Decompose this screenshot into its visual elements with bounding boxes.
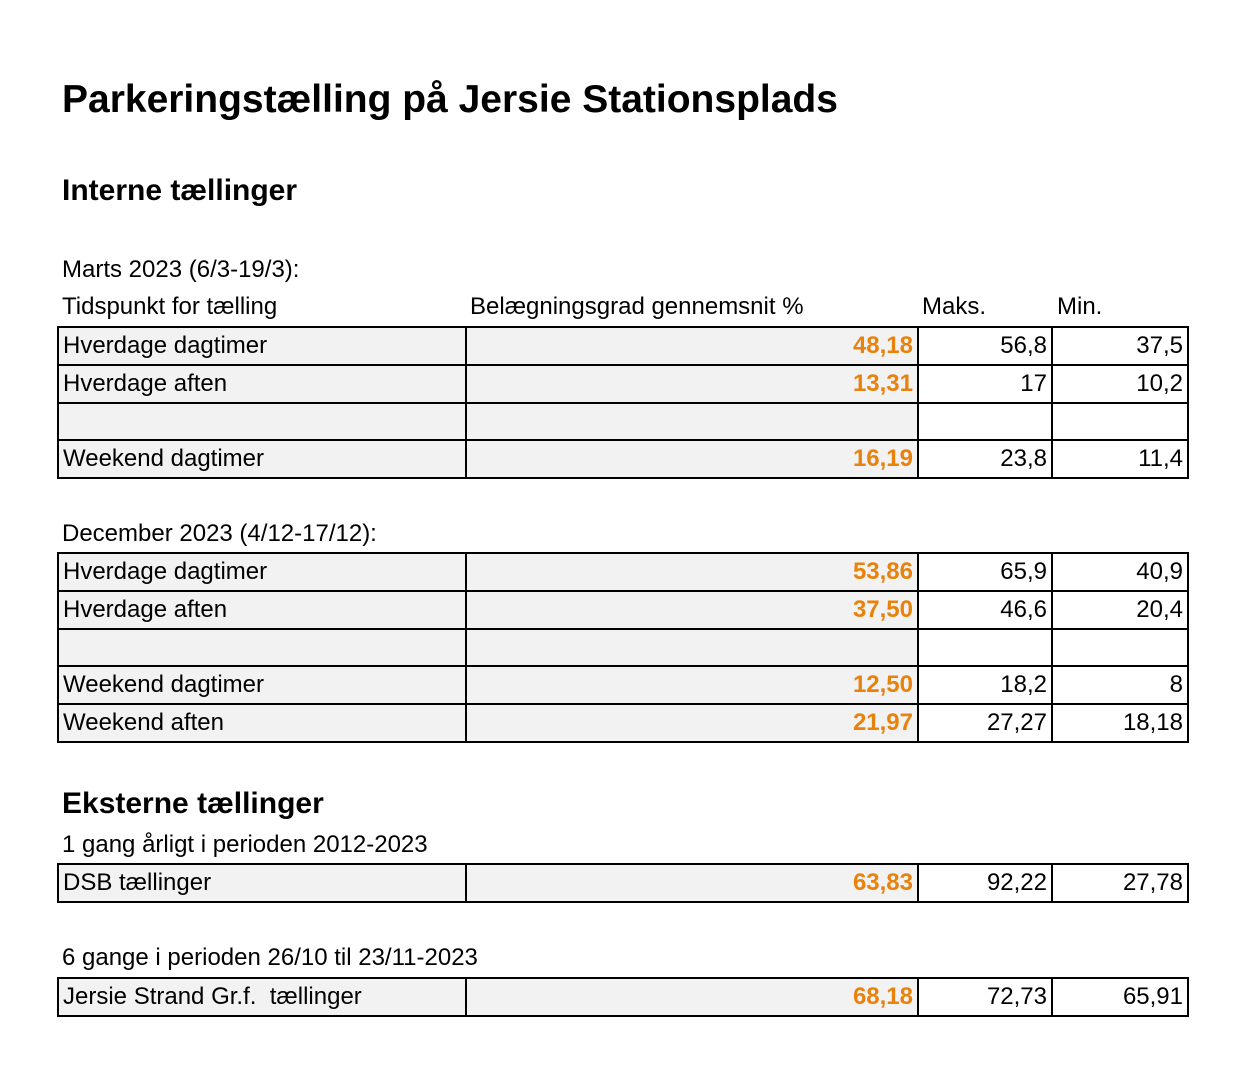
column-header: Belægningsgrad gennemsnit %	[470, 293, 804, 321]
average-value: 21,97	[465, 703, 919, 743]
caption: 6 gange i perioden 26/10 til 23/11-2023	[62, 944, 478, 972]
empty-cell	[1051, 401, 1189, 442]
caption: Marts 2023 (6/3-19/3):	[62, 256, 300, 284]
max-value: 72,73	[917, 977, 1053, 1017]
title: Parkeringstælling på Jersie Stationsplad…	[62, 77, 838, 121]
caption: 1 gang årligt i perioden 2012-2023	[62, 831, 428, 859]
max-value: 92,22	[917, 863, 1053, 903]
row-label: Jersie Strand Gr.f. tællinger	[57, 977, 467, 1017]
average-value: 68,18	[465, 977, 919, 1017]
row-label: Weekend aften	[57, 703, 467, 743]
row-label: Hverdage dagtimer	[57, 326, 467, 366]
row-label: DSB tællinger	[57, 863, 467, 903]
min-value: 40,9	[1051, 552, 1189, 592]
max-value: 17	[917, 363, 1053, 404]
min-value: 10,2	[1051, 363, 1189, 404]
average-value: 13,31	[465, 363, 919, 404]
min-value: 18,18	[1051, 703, 1189, 743]
row-label: Weekend dagtimer	[57, 665, 467, 706]
section-heading: Interne tællinger	[62, 173, 298, 207]
row-label: Hverdage aften	[57, 589, 467, 630]
row-label: Weekend dagtimer	[57, 439, 467, 480]
average-value: 12,50	[465, 665, 919, 706]
empty-cell	[1051, 627, 1189, 668]
section-heading: Eksterne tællinger	[62, 786, 324, 820]
max-value: 23,8	[917, 439, 1053, 480]
max-value: 27,27	[917, 703, 1053, 743]
min-value: 8	[1051, 665, 1189, 706]
max-value: 18,2	[917, 665, 1053, 706]
average-value: 16,19	[465, 439, 919, 480]
min-value: 37,5	[1051, 326, 1189, 366]
max-value: 46,6	[917, 589, 1053, 630]
average-value: 37,50	[465, 589, 919, 630]
empty-cell	[57, 627, 467, 668]
column-header: Tidspunkt for tælling	[62, 293, 278, 321]
empty-cell	[917, 401, 1053, 442]
column-header: Maks.	[922, 293, 987, 321]
min-value: 27,78	[1051, 863, 1189, 903]
average-value: 53,86	[465, 552, 919, 592]
empty-cell	[465, 627, 919, 668]
min-value: 11,4	[1051, 439, 1189, 480]
empty-cell	[917, 627, 1053, 668]
max-value: 56,8	[917, 326, 1053, 366]
row-label: Hverdage dagtimer	[57, 552, 467, 592]
average-value: 63,83	[465, 863, 919, 903]
caption: December 2023 (4/12-17/12):	[62, 520, 377, 548]
average-value: 48,18	[465, 326, 919, 366]
row-label: Hverdage aften	[57, 363, 467, 404]
column-header: Min.	[1057, 293, 1103, 321]
max-value: 65,9	[917, 552, 1053, 592]
empty-cell	[465, 401, 919, 442]
min-value: 20,4	[1051, 589, 1189, 630]
min-value: 65,91	[1051, 977, 1189, 1017]
empty-cell	[57, 401, 467, 442]
